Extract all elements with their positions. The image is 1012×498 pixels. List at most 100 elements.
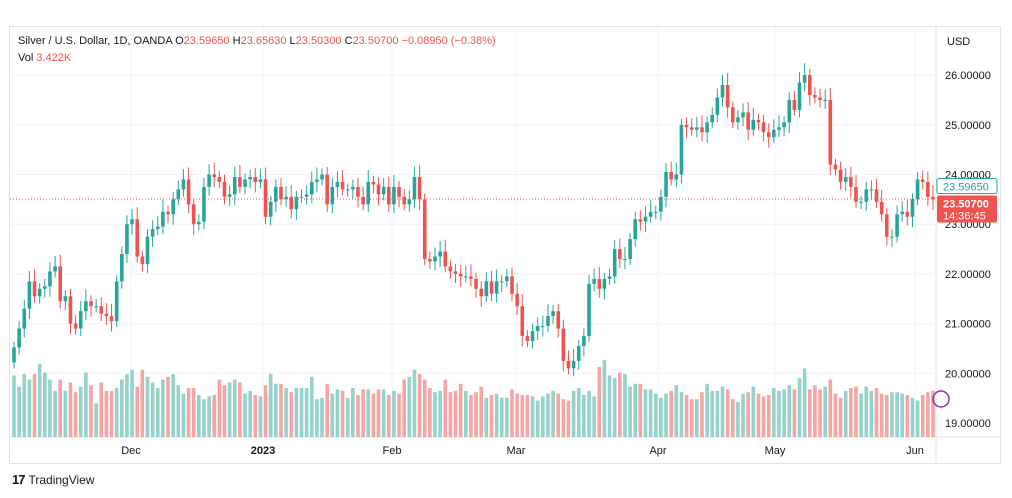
volume-bar xyxy=(520,395,525,437)
volume-bar xyxy=(392,390,396,437)
candle-body xyxy=(140,256,145,264)
volume-bar xyxy=(351,388,355,437)
footer-brand[interactable]: 17 TradingView xyxy=(12,472,95,487)
volume-bar xyxy=(628,386,632,437)
candle-body xyxy=(27,281,32,309)
candle-body xyxy=(89,301,93,307)
volume-bar xyxy=(510,389,514,437)
tradingview-logo-icon: 17 xyxy=(12,472,26,487)
candle-body xyxy=(125,224,129,255)
candle-body xyxy=(412,176,417,200)
candle-body xyxy=(725,85,730,108)
candle-body xyxy=(458,273,463,277)
candle-body xyxy=(833,164,838,170)
volume-bar xyxy=(869,390,874,437)
candle-body xyxy=(114,281,119,322)
candle-body xyxy=(515,293,519,307)
volume-label[interactable]: Vol xyxy=(18,52,34,64)
candle-body xyxy=(520,306,525,337)
candle-body xyxy=(433,256,437,262)
volume-bar xyxy=(879,393,884,437)
price-chart[interactable]: 19.0000020.0000021.0000022.0000023.00000… xyxy=(10,27,1000,463)
volume-bar xyxy=(73,392,78,437)
volume-bar xyxy=(176,385,181,437)
x-tick-label: Apr xyxy=(649,445,666,457)
open-label: O xyxy=(175,35,184,47)
ohlc-legend: Silver / U.S. Dollar, 1D, OANDA O23.5965… xyxy=(18,35,496,47)
volume-bar xyxy=(94,403,98,437)
candle-body xyxy=(859,201,863,203)
close-price-box xyxy=(937,195,997,223)
candle-body xyxy=(618,249,622,259)
candle-body xyxy=(884,214,889,237)
candle-body xyxy=(150,229,155,237)
candle-body xyxy=(274,186,278,202)
candle-body xyxy=(664,172,668,197)
volume-bar xyxy=(566,400,571,437)
candle-body xyxy=(325,174,329,205)
volume-bar xyxy=(448,392,453,437)
volume-bar xyxy=(705,383,709,437)
volume-bar xyxy=(320,397,324,437)
candle-body xyxy=(130,219,134,225)
volume-bar xyxy=(63,390,68,437)
volume-bar xyxy=(576,388,581,437)
candle-body xyxy=(910,199,915,217)
candle-body xyxy=(864,189,869,202)
volume-bar xyxy=(623,374,627,437)
volume-bar xyxy=(525,395,530,437)
candle-body xyxy=(78,311,83,329)
x-tick-label: Dec xyxy=(121,445,141,457)
open-price-box xyxy=(936,178,998,195)
candle-body xyxy=(53,266,57,272)
y-tick-label: 19.00000 xyxy=(945,418,991,430)
symbol-title[interactable]: Silver / U.S. Dollar, 1D, OANDA xyxy=(18,35,173,47)
candle-body xyxy=(659,196,663,212)
volume-bar xyxy=(114,388,119,437)
volume-bar xyxy=(777,390,781,437)
candle-body xyxy=(854,186,858,202)
volume-bar xyxy=(37,364,42,437)
candle-body xyxy=(802,75,807,83)
candle-body xyxy=(489,281,494,294)
volume-bar xyxy=(428,388,432,437)
volume-bar xyxy=(458,383,463,437)
open-value: 23.59650 xyxy=(183,35,230,47)
volume-bar xyxy=(289,392,294,437)
candle-body xyxy=(669,172,673,180)
candle-body xyxy=(597,278,602,289)
candle-body xyxy=(628,239,632,259)
candle-body xyxy=(874,189,879,202)
candle-body xyxy=(304,194,309,197)
candle-body xyxy=(674,174,679,180)
volume-bar xyxy=(453,390,458,437)
candle-body xyxy=(58,266,63,302)
candle-body xyxy=(679,124,684,175)
candle-body xyxy=(828,99,833,165)
volume-bar xyxy=(689,399,694,437)
volume-bar xyxy=(674,385,679,437)
candle-body xyxy=(145,236,150,264)
volume-bar xyxy=(561,399,566,437)
volume-bar xyxy=(607,375,612,437)
volume-bar xyxy=(582,395,586,437)
candle-body xyxy=(700,127,704,133)
candle-body xyxy=(109,316,114,322)
volume-bar xyxy=(695,399,699,437)
chart-frame[interactable]: 19.00000 20.00000 21.00000 22.00000 23.00000… xyxy=(9,26,1001,464)
candle-body xyxy=(443,251,448,267)
volume-bar xyxy=(807,389,812,437)
volume-bar xyxy=(356,395,360,437)
candle-body xyxy=(561,328,566,361)
volume-bar xyxy=(207,396,211,437)
volume-bar xyxy=(633,383,638,437)
volume-bar xyxy=(284,388,288,437)
candle-body xyxy=(571,360,576,369)
volume-bar xyxy=(823,386,827,437)
candle-body xyxy=(479,288,483,297)
candle-body xyxy=(407,199,412,205)
candle-body xyxy=(931,196,935,200)
x-tick-label: Jun xyxy=(906,445,924,457)
candle-body xyxy=(823,99,827,101)
candle-body xyxy=(191,204,196,225)
